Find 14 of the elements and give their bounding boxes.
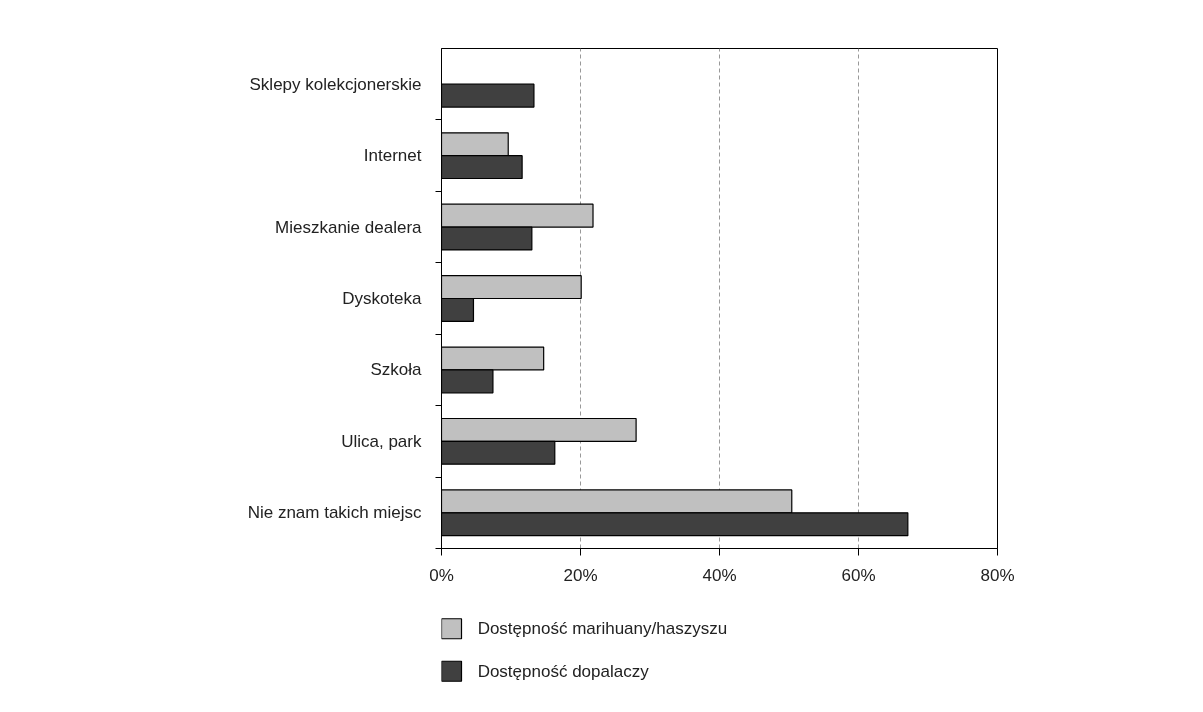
legend-label: Dostępność marihuany/haszyszu [477, 619, 728, 639]
legend-label: Dostępność dopalaczy [477, 661, 650, 681]
x-tick-label: 80% [980, 565, 1015, 585]
y-tick-label: Szkoła [370, 360, 423, 380]
x-tick-label: 60% [841, 565, 876, 585]
y-tick-label: Nie znam takich miejsc [247, 503, 422, 523]
x-tick-label: 0% [429, 565, 454, 585]
y-tick-label: Internet [363, 146, 422, 166]
x-tick-label: 20% [563, 565, 598, 585]
y-tick-label: Ulica, park [341, 431, 422, 451]
y-tick-label: Sklepy kolekcjonerskie [249, 74, 422, 94]
y-tick-label: Dyskoteka [342, 289, 423, 308]
x-tick-label: 40% [702, 565, 737, 585]
y-tick-label: Mieszkanie dealera [275, 217, 423, 237]
